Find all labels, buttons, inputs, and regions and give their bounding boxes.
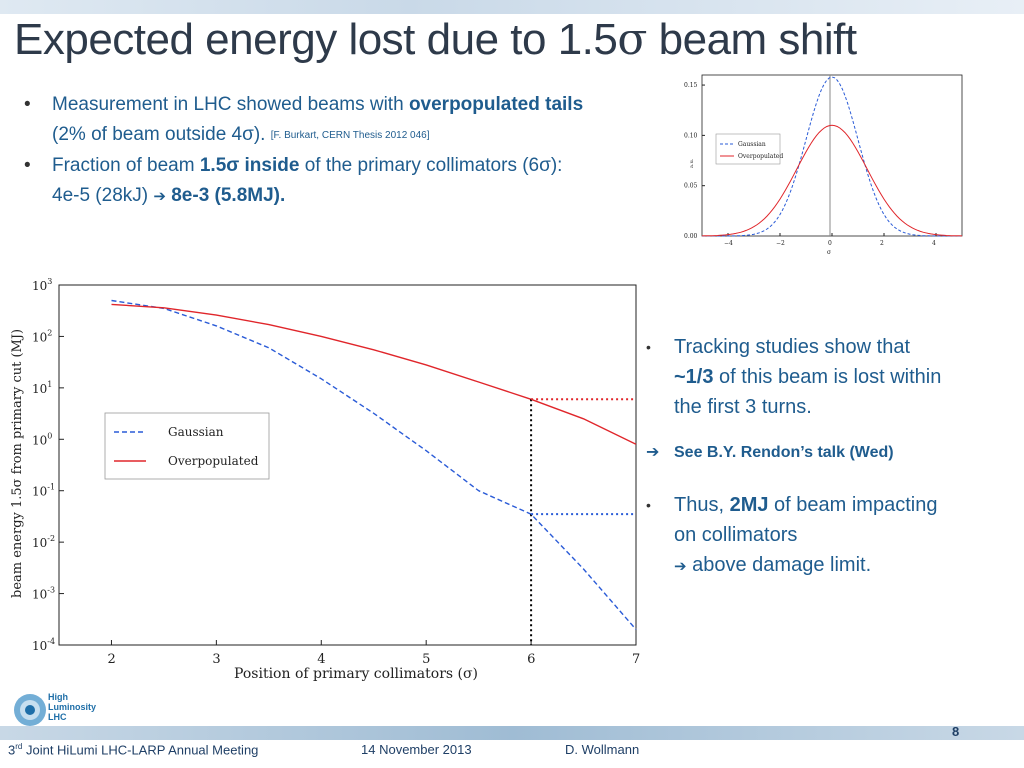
bullet2-rest: of the primary collimators (6σ): — [299, 155, 563, 176]
right-notes: • Tracking studies show that ~1/3 of thi… — [646, 332, 946, 582]
slide-title: Expected energy lost due to 1.5σ beam sh… — [14, 14, 857, 65]
main-overpopulated-curve — [111, 303, 637, 445]
bullet1-text: Measurement in LHC showed beams with — [52, 94, 409, 115]
bullet1-reference: [F. Burkart, CERN Thesis 2012 046] — [270, 130, 430, 141]
inset-ylabel: a.u. — [689, 158, 695, 168]
note-thus: • Thus, 2MJ of beam impacting on collima… — [646, 490, 946, 582]
inset-gaussian-curve — [702, 76, 962, 237]
legend-overpopulated-label: Overpopulated — [168, 454, 259, 468]
inset-xtick-label: 2 — [880, 240, 884, 247]
inset-xlabel: σ — [827, 249, 831, 256]
bullet-dot: • — [646, 339, 651, 355]
main-ytick-label: 10-3 — [32, 586, 55, 602]
arrow-icon: ➔ — [646, 444, 660, 461]
main-annotations — [530, 398, 636, 645]
bullet2-bold: 1.5σ inside — [199, 155, 300, 176]
logo-line3: LHC — [48, 712, 67, 722]
note1-text-b: of this beam is lost within the first 3 … — [674, 366, 942, 418]
bullet-dot: • — [646, 497, 651, 513]
main-ytick-label: 100 — [32, 431, 52, 447]
logo-line1: High — [48, 692, 68, 702]
main-xtick-label: 2 — [107, 652, 115, 667]
inset-xtick-label: 4 — [932, 240, 936, 247]
note2-text-c: above damage limit. — [686, 554, 872, 576]
main-xtick-label: 5 — [422, 652, 430, 667]
note1-bold: ~1/3 — [674, 366, 714, 388]
main-gaussian-curve — [111, 299, 637, 630]
meeting-num: 3 — [8, 742, 16, 758]
note2-bold: 2MJ — [729, 494, 769, 516]
logo-text: High Luminosity LHC — [48, 692, 96, 722]
footer-date: 14 November 2013 — [361, 742, 472, 757]
inset-xtick-label: −2 — [776, 240, 785, 247]
main-ytick-label: 10-4 — [32, 637, 55, 653]
meeting-sup: rd — [15, 742, 23, 751]
main-xtick-label: 7 — [632, 652, 640, 667]
title-text: Expected energy lost due to 1.5 — [14, 15, 618, 64]
footer-author: D. Wollmann — [565, 742, 640, 757]
legend-gaussian-label: Gaussian — [168, 425, 224, 439]
inset-ytick-label: 0.00 — [684, 233, 698, 240]
note1-text-a: Tracking studies show that — [674, 336, 911, 358]
inset-xtick-label: 0 — [828, 240, 832, 247]
main-ytick-label: 10-2 — [32, 534, 55, 550]
inset-legend-gaussian-label: Gaussian — [738, 141, 766, 148]
main-ytick-label: 103 — [32, 277, 52, 293]
note2-text-b: of beam impacting on collimators — [674, 494, 938, 546]
talk-reference: ➔ See B.Y. Rendon’s talk (Wed) — [646, 438, 946, 468]
inset-distribution-chart: −4 −2 0 2 4 0.00 0.05 0.10 0.15 Gaussian Overpop… — [684, 74, 963, 256]
bullet1-line2: (2% of beam outside 4σ). — [52, 124, 266, 145]
footer-decoration-bar — [0, 726, 1024, 740]
inset-ytick-label: 0.15 — [684, 82, 698, 89]
note2-text-a: Thus, — [674, 494, 730, 516]
bullet-list: Measurement in LHC showed beams with ove… — [22, 90, 702, 212]
bullet-fraction: Fraction of beam 1.5σ inside of the prim… — [22, 151, 702, 212]
main-xtick-label: 6 — [527, 652, 535, 667]
inset-ytick-label: 0.10 — [684, 132, 698, 139]
talk-text: See B.Y. Rendon’s talk (Wed) — [674, 444, 894, 461]
main-ytick-label: 101 — [32, 380, 52, 396]
arrow-icon: ➔ — [674, 558, 687, 575]
top-decoration-bar — [0, 0, 1024, 14]
main-ytick-label: 10-1 — [32, 483, 55, 499]
main-xtick-label: 3 — [212, 652, 220, 667]
bullet2-line2a: 4e-5 (28kJ) — [52, 185, 154, 206]
title-suffix: beam shift — [646, 15, 857, 64]
page-number: 8 — [952, 724, 960, 739]
title-sigma: σ — [617, 14, 647, 65]
main-xtick-label: 4 — [317, 652, 325, 667]
logo-line2: Luminosity — [48, 702, 97, 712]
arrow-icon: ➔ — [153, 188, 166, 205]
bullet-measurement: Measurement in LHC showed beams with ove… — [22, 90, 702, 151]
inset-ytick-label: 0.05 — [684, 183, 698, 190]
inset-legend — [715, 133, 781, 165]
bullet1-bold: overpopulated tails — [408, 94, 584, 115]
main-xlabel: Position of primary collimators (σ) — [234, 666, 478, 682]
hilumi-logo-icon — [14, 694, 46, 726]
note-tracking: • Tracking studies show that ~1/3 of thi… — [646, 332, 946, 422]
main-ylabel: beam energy 1.5σ from primary cut (MJ) — [10, 329, 25, 598]
inset-overpopulated-curve — [701, 124, 963, 237]
bullet2-line2b: 8e-3 (5.8MJ). — [165, 185, 286, 206]
inset-xtick-label: −4 — [724, 240, 733, 247]
bullet2-text: Fraction of beam — [52, 155, 200, 176]
main-energy-chart: 2 3 4 5 6 7 103 102 101 100 10-1 10-2 10-3 10-4 Gauss… — [10, 277, 640, 682]
main-legend — [104, 412, 270, 480]
footer-meeting: 3rd Joint HiLumi LHC-LARP Annual Meeting — [8, 742, 258, 757]
inset-legend-over-label: Overpopulated — [738, 153, 783, 160]
main-ytick-label: 102 — [32, 328, 52, 344]
meeting-text: Joint HiLumi LHC-LARP Annual Meeting — [22, 742, 259, 758]
